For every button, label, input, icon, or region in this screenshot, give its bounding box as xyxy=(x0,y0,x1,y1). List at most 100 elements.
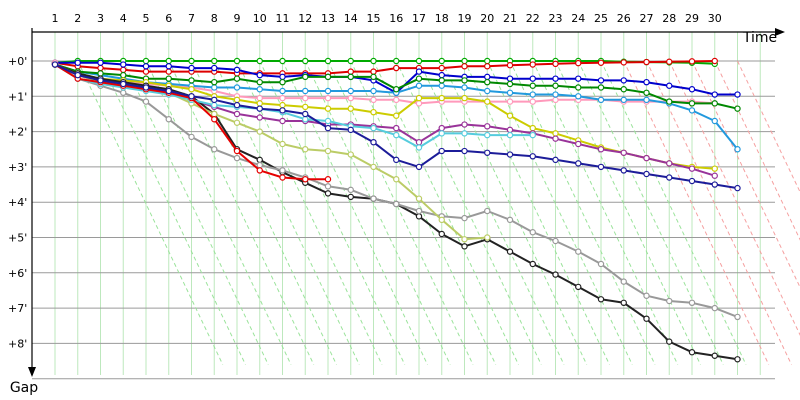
diagonal-guide xyxy=(737,60,800,194)
data-point xyxy=(643,89,650,96)
data-point xyxy=(233,57,241,65)
diagonal-guide xyxy=(168,60,315,365)
data-point xyxy=(279,117,286,125)
data-point xyxy=(120,89,127,96)
data-point xyxy=(324,190,332,197)
data-point xyxy=(575,59,582,67)
data-point xyxy=(688,58,696,65)
data-point xyxy=(711,181,718,188)
data-point xyxy=(461,130,468,137)
data-point xyxy=(734,105,741,112)
data-point xyxy=(370,195,377,202)
data-point xyxy=(211,116,218,123)
y-tick-label: +2' xyxy=(8,126,27,139)
data-point xyxy=(461,236,468,243)
data-point xyxy=(575,160,582,167)
y-tick-label: +5' xyxy=(8,232,27,245)
data-point xyxy=(347,68,354,75)
x-tick-label: 13 xyxy=(321,12,335,25)
data-point xyxy=(415,144,423,151)
diagonal-guide xyxy=(555,60,701,365)
data-point xyxy=(734,146,741,153)
data-point xyxy=(256,78,263,86)
data-point xyxy=(688,349,696,356)
series-line xyxy=(54,60,715,65)
y-axis-title: Gap xyxy=(10,380,38,396)
data-point xyxy=(256,71,263,79)
data-point xyxy=(415,82,423,89)
data-point xyxy=(461,94,468,102)
data-point xyxy=(461,147,468,155)
data-point xyxy=(597,146,605,153)
data-point xyxy=(688,165,696,172)
data-point xyxy=(347,151,354,158)
data-point xyxy=(711,172,718,179)
data-point xyxy=(415,75,423,82)
data-point xyxy=(461,214,468,222)
y-axis-arrow xyxy=(28,367,36,377)
data-point xyxy=(529,61,536,68)
data-point xyxy=(97,64,104,72)
data-point xyxy=(415,163,423,171)
data-point xyxy=(393,156,400,164)
data-point xyxy=(188,64,195,72)
y-tick-label: +0' xyxy=(8,55,27,68)
diagonal-guide xyxy=(600,60,747,365)
data-point xyxy=(415,207,423,215)
data-point xyxy=(461,77,468,84)
data-point xyxy=(233,154,241,162)
data-point xyxy=(188,93,195,100)
x-tick-label: 5 xyxy=(143,12,150,25)
series-lines xyxy=(51,57,741,363)
data-point xyxy=(279,140,286,148)
data-point xyxy=(529,82,536,89)
data-point xyxy=(370,73,377,81)
data-point xyxy=(529,131,536,139)
data-point xyxy=(506,80,514,88)
diagonal-guide xyxy=(304,60,451,365)
data-point xyxy=(484,207,491,215)
data-point xyxy=(552,82,559,89)
data-point xyxy=(438,230,445,238)
data-point xyxy=(256,128,263,135)
data-point xyxy=(575,283,582,291)
data-point xyxy=(461,121,468,128)
data-point xyxy=(165,87,172,95)
data-point xyxy=(51,61,59,68)
x-tick-label: 20 xyxy=(480,12,494,25)
data-point xyxy=(438,124,445,132)
data-point xyxy=(393,96,400,104)
data-point xyxy=(347,57,354,65)
data-point xyxy=(552,130,559,137)
data-point xyxy=(506,126,514,134)
data-point xyxy=(393,64,400,72)
data-point xyxy=(370,96,377,104)
data-point xyxy=(324,94,332,102)
diagonal-guide xyxy=(327,60,474,365)
data-point xyxy=(370,138,377,146)
x-tick-label: 11 xyxy=(276,12,290,25)
diagonal-guide xyxy=(395,60,542,365)
data-point xyxy=(165,68,172,75)
data-point xyxy=(666,160,673,167)
data-point xyxy=(188,77,195,84)
data-point xyxy=(666,82,673,89)
data-point xyxy=(484,131,491,139)
data-point xyxy=(734,184,741,192)
data-point xyxy=(324,117,332,125)
data-point xyxy=(302,176,309,183)
data-point xyxy=(506,89,514,96)
diagonal-guide xyxy=(373,60,519,365)
data-point xyxy=(233,66,241,74)
data-point xyxy=(279,57,286,65)
data-point xyxy=(552,237,559,245)
data-point xyxy=(415,94,423,102)
data-point xyxy=(484,78,491,86)
diagonal-guide xyxy=(464,60,610,365)
data-point xyxy=(188,133,195,141)
data-point xyxy=(97,77,104,84)
data-point xyxy=(575,248,582,255)
series-14 xyxy=(51,61,741,192)
data-point xyxy=(643,78,650,86)
diagonal-guide xyxy=(577,60,724,365)
